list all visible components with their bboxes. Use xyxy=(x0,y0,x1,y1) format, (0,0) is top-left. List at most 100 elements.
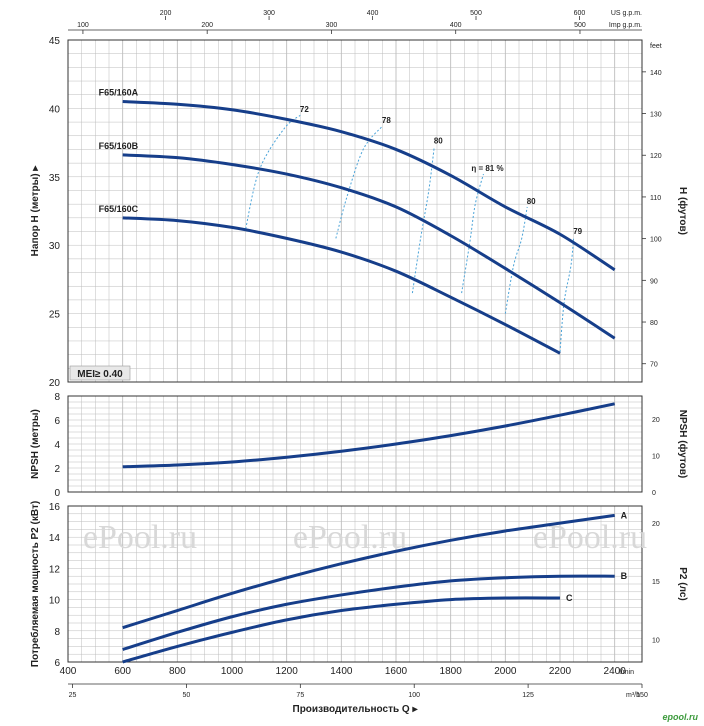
head-curve xyxy=(122,216,561,355)
us-tick-label: 600 xyxy=(574,10,586,17)
y-tick-label: 6 xyxy=(54,416,60,427)
efficiency-label: 80 xyxy=(434,137,443,146)
y2-tick-label: 100 xyxy=(650,237,662,244)
y2-tick-label: 130 xyxy=(650,112,662,119)
npsh-ylabel2: NPSH (футов) xyxy=(677,410,689,479)
watermark-text: ePool.ru xyxy=(83,519,197,556)
y2-tick-label: 10 xyxy=(652,637,660,644)
us-tick-label: 300 xyxy=(263,10,275,17)
power-series-label: B xyxy=(621,571,628,581)
efficiency-curve xyxy=(504,206,528,314)
head-curve xyxy=(122,153,616,340)
us-tick-label: 500 xyxy=(470,10,482,17)
y-tick-label: 40 xyxy=(49,104,61,115)
y-tick-label: 6 xyxy=(54,658,60,669)
y2-tick-label: 70 xyxy=(650,362,658,369)
imp-tick-label: 100 xyxy=(77,22,89,29)
m3h-tick-label: 75 xyxy=(296,692,304,699)
power-curve xyxy=(122,596,561,664)
y-tick-label: 14 xyxy=(49,533,61,544)
y-tick-label: 10 xyxy=(49,596,61,607)
m3h-tick-label: 25 xyxy=(69,692,77,699)
efficiency-label: 78 xyxy=(382,116,391,125)
panel-frame xyxy=(67,39,643,383)
y2-tick-label: 90 xyxy=(650,278,658,285)
head-ylabel: Напор H (метры) ▸ xyxy=(30,165,41,257)
imp-tick-label: 300 xyxy=(326,22,338,29)
y2-tick-label: 110 xyxy=(650,195,661,202)
y2-tick-label: 120 xyxy=(650,153,662,160)
y-tick-label: 2 xyxy=(54,464,60,475)
x-tick-label: 400 xyxy=(60,666,77,677)
npsh-curve xyxy=(122,402,615,469)
panel-frame xyxy=(67,505,643,663)
x-unit-label: l/min xyxy=(619,669,634,676)
y2-tick-label: 20 xyxy=(652,417,660,424)
head-curve xyxy=(122,100,616,272)
y2-tick-label: 20 xyxy=(652,521,660,528)
y-tick-label: 8 xyxy=(54,392,60,403)
head-ylabel2: H (футов) xyxy=(677,187,689,235)
m3h-tick-label: 100 xyxy=(408,692,420,699)
power-curve xyxy=(122,513,615,630)
series-labels: 72 78 80 η = 81 % 80 79 F65/160A F65/160B F65/16… xyxy=(69,88,628,603)
y-tick-label: 8 xyxy=(54,627,60,638)
x-axis-title: Производительность Q ▸ xyxy=(293,704,419,715)
watermarks: ePool.ru ePool.ru ePool.ru xyxy=(83,519,647,556)
m3h-tick-label: 150 xyxy=(636,692,648,699)
x-tick-label: 600 xyxy=(114,666,131,677)
us-tick-label: 200 xyxy=(160,10,172,17)
power-series-label: A xyxy=(621,510,628,520)
efficiency-label: 72 xyxy=(300,105,309,114)
npsh-ylabel: NPSH (метры) xyxy=(30,409,41,479)
x-tick-label: 1600 xyxy=(385,666,408,677)
x-tick-label: 1400 xyxy=(330,666,353,677)
x-tick-label: 2200 xyxy=(549,666,572,677)
series-curves xyxy=(122,100,616,664)
y-tick-label: 0 xyxy=(54,488,60,499)
y-tick-label: 20 xyxy=(49,378,61,389)
y2-tick-label: 15 xyxy=(652,579,660,586)
y-tick-label: 35 xyxy=(49,173,61,184)
imp-tick-label: 500 xyxy=(574,22,586,29)
y-tick-label: 4 xyxy=(54,440,60,451)
panel-frames xyxy=(67,39,643,663)
efficiency-curve xyxy=(559,236,575,352)
efficiency-label: 79 xyxy=(573,227,582,236)
efficiency-label: η = 81 % xyxy=(471,164,503,173)
efficiency-label: 80 xyxy=(527,197,536,206)
brand-logo: epool.ru xyxy=(663,712,699,722)
y-tick-label: 12 xyxy=(49,564,61,575)
y2-tick-label: 80 xyxy=(650,320,658,327)
power-series-label: C xyxy=(566,593,573,603)
y-tick-label: 25 xyxy=(49,310,61,321)
power-ylabel2: P2 (лс) xyxy=(677,567,688,600)
head-series-label: F65/160A xyxy=(99,88,139,98)
head-series-label: F65/160B xyxy=(99,141,139,151)
head-series-label: F65/160C xyxy=(99,204,139,214)
imp-tick-label: 400 xyxy=(450,22,462,29)
x-tick-label: 1000 xyxy=(221,666,244,677)
mei-badge-text: MEI≥ 0.40 xyxy=(77,369,123,380)
y-tick-label: 16 xyxy=(49,502,61,513)
y-tick-label: 30 xyxy=(49,241,61,252)
x-tick-label: 2000 xyxy=(494,666,517,677)
m3h-tick-label: 125 xyxy=(522,692,534,699)
y2-unit-label: feet xyxy=(650,43,662,50)
mei-badge xyxy=(69,365,131,381)
tick-labels: 20 25 30 35 40 45 0 2 4 6 8 6 8 10 12 14 16 70 80 90 100 110 1… xyxy=(49,10,662,699)
power-ylabel: Потребляемая мощность P2 (кВт) xyxy=(29,501,41,667)
efficiency-curve xyxy=(335,125,383,239)
panel-frame xyxy=(67,395,643,493)
watermark-text: ePool.ru xyxy=(293,519,407,556)
imp-unit-label: Imp g.p.m. xyxy=(609,22,642,29)
us-tick-label: 400 xyxy=(367,10,379,17)
axis-titles: Производительность Q ▸ Напор H (метры) ▸ H… xyxy=(29,165,699,722)
y2-tick-label: 140 xyxy=(650,70,662,77)
m3h-unit-label: m³/h xyxy=(626,692,640,699)
imp-tick-label: 200 xyxy=(201,22,213,29)
us-unit-label: US g.p.m. xyxy=(611,10,642,17)
y-tick-label: 45 xyxy=(49,36,61,47)
x-tick-label: 1800 xyxy=(440,666,463,677)
